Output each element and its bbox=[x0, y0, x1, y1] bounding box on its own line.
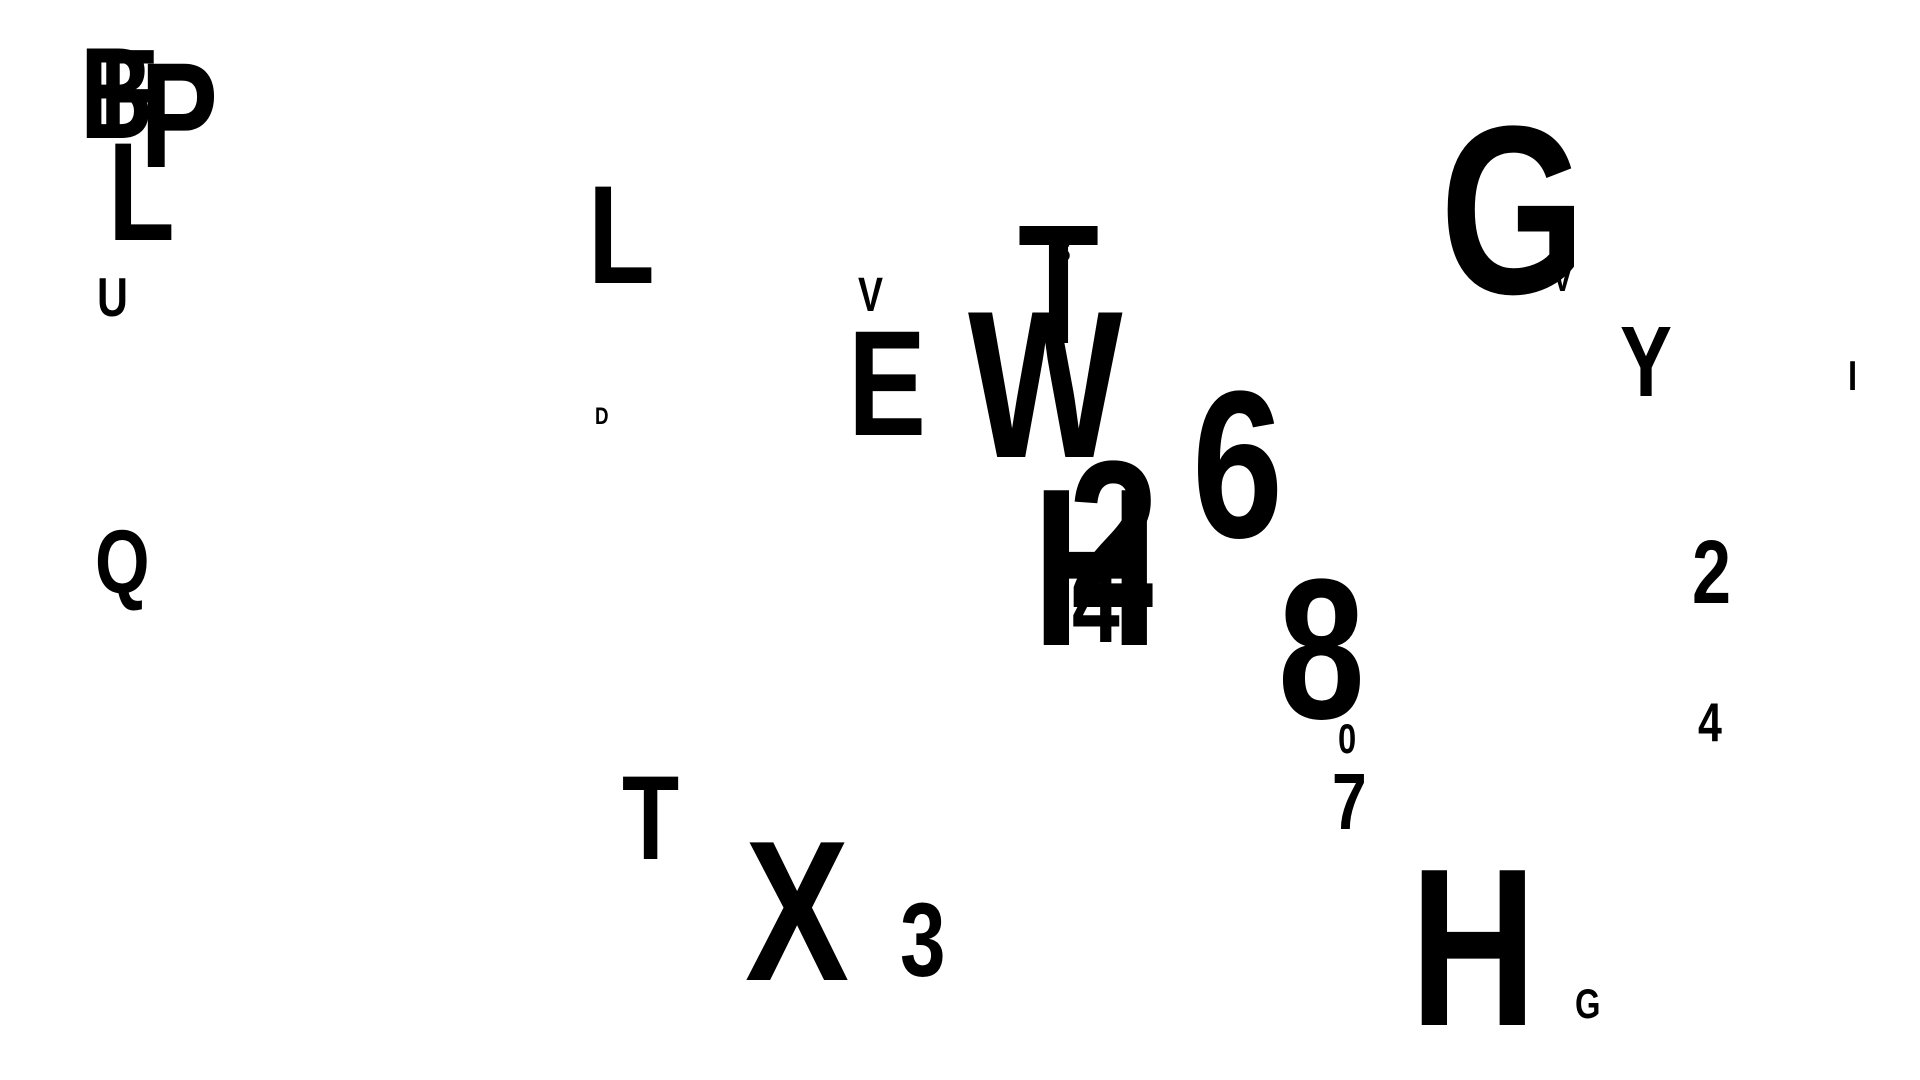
glyph-x: X bbox=[745, 800, 850, 1023]
glyph-3: 3 bbox=[900, 882, 946, 999]
glyph-t-top: T bbox=[1018, 190, 1099, 380]
glyph-d: D bbox=[595, 403, 609, 430]
glyph-0: 0 bbox=[1338, 715, 1357, 762]
glyph-s: S bbox=[1056, 236, 1071, 267]
glyph-e: E bbox=[848, 299, 927, 467]
glyph-g-large: G bbox=[1440, 76, 1586, 344]
glyph-v-right: V bbox=[1552, 256, 1573, 300]
glyph-4-right: 4 bbox=[1698, 691, 1722, 753]
glyph-6: 6 bbox=[1192, 347, 1284, 582]
glyph-w: W bbox=[968, 267, 1123, 502]
glyph-2-right: 2 bbox=[1692, 523, 1732, 623]
glyph-q: Q bbox=[95, 513, 150, 613]
glyph-t-bottom: T bbox=[622, 751, 680, 885]
glyph-h-bottom: H bbox=[1410, 821, 1537, 1073]
glyph-l: L bbox=[588, 156, 655, 313]
glyph-h-center: H bbox=[1032, 441, 1159, 693]
glyph-2-large: 2 bbox=[1068, 417, 1160, 652]
glyph-4-center: 4 bbox=[1072, 543, 1120, 666]
glyph-p: P bbox=[140, 31, 219, 199]
glyph-g-small: G bbox=[1575, 980, 1601, 1027]
glyph-8: 8 bbox=[1278, 538, 1365, 761]
glyph-y: Y bbox=[1620, 306, 1673, 418]
glyph-v-small: V bbox=[858, 269, 883, 322]
glyph-f: F bbox=[100, 25, 158, 159]
glyph-u: U bbox=[97, 266, 128, 328]
glyph-i: I bbox=[1848, 352, 1858, 399]
glyph-7: 7 bbox=[1332, 757, 1367, 846]
glyph-b: B bbox=[80, 20, 154, 166]
glyph-l-large: L bbox=[108, 113, 175, 270]
